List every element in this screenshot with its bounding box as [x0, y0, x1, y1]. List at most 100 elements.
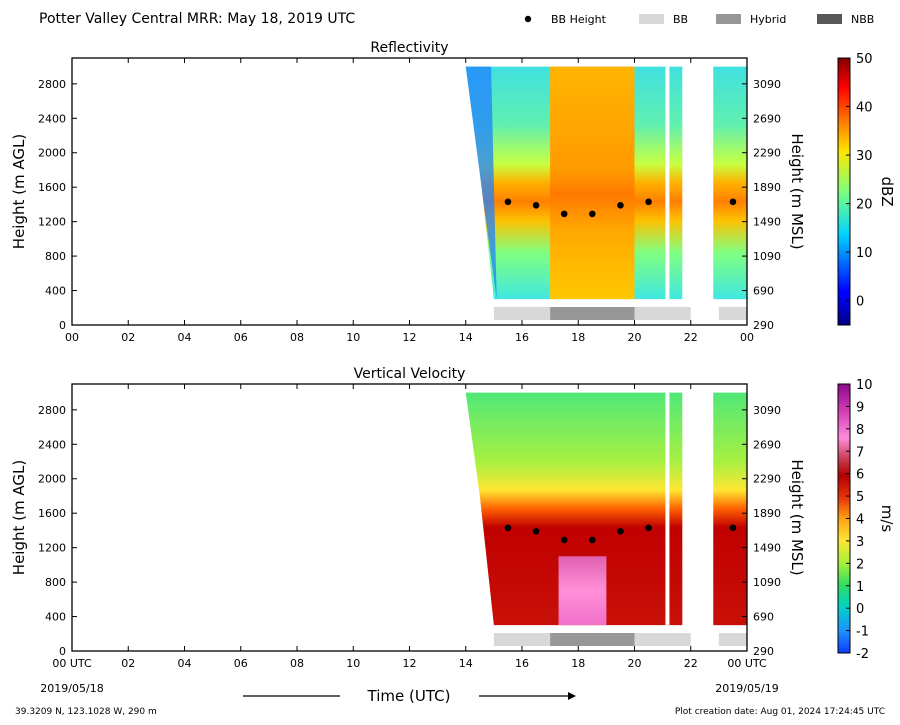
colorbar-tick-label: 10: [856, 246, 873, 261]
x-tick-label: 18: [571, 331, 585, 344]
bb-height-point-1: [532, 201, 540, 209]
bb-type-bar-1: [550, 307, 635, 320]
colorbar-tick-label: 7: [856, 445, 864, 460]
y-tick-label: 1600: [38, 507, 66, 520]
y-right-tick-label: 290: [753, 645, 774, 658]
bb-height-point-5: [645, 524, 652, 532]
legend-swatch: [639, 14, 664, 24]
y-tick-label: 800: [45, 250, 66, 263]
bb-height-point-6: [729, 524, 737, 532]
x-tick-label: 02: [121, 657, 135, 670]
y-tick-label: 2800: [38, 404, 66, 417]
y-tick-label: 1200: [38, 216, 66, 229]
colorbar-tick-label: 2: [856, 557, 864, 572]
colorbar-tick-label: 5: [856, 490, 864, 505]
y-right-tick-label: 3090: [753, 78, 781, 91]
figure-title: Potter Valley Central MRR: May 18, 2019 …: [39, 11, 355, 27]
y-tick-label: 1200: [38, 542, 66, 555]
x-tick-label: 04: [178, 657, 192, 670]
colorbar-tick-label: 3: [856, 535, 864, 550]
bb-height-point-6: [729, 198, 737, 206]
colorbar-tick-label: 6: [856, 468, 864, 483]
station-location: 39.3209 N, 123.1028 W, 290 m: [15, 707, 157, 717]
y-right-tick-label: 690: [753, 285, 774, 298]
bb-height-point-0: [504, 198, 512, 206]
x-tick-label: 12: [403, 657, 417, 670]
bb-type-bar-3: [718, 307, 747, 320]
x-tick-label: 00 UTC: [52, 657, 92, 670]
x-tick-label: 02: [121, 331, 135, 344]
x-tick-label: 16: [515, 657, 529, 670]
colorbar-tick-label: 8: [856, 423, 864, 438]
y-tick-label: 2800: [38, 78, 66, 91]
reflectivity-core: [550, 66, 635, 300]
y-axis-label: Height (m AGL): [10, 460, 28, 575]
x-axis-label: Time (UTC): [367, 687, 451, 705]
heatmap-field: [465, 66, 747, 300]
y-right-axis-label: Height (m MSL): [788, 459, 806, 575]
reflectivity-echo-late: [713, 66, 747, 300]
x-tick-label: 00: [740, 331, 754, 344]
velocity-field-late: [713, 392, 747, 626]
x-tick-label: 10: [346, 657, 360, 670]
bb-height-point-1: [532, 527, 540, 535]
colorbar-tick-label: 30: [856, 149, 873, 164]
y-tick-label: 0: [59, 645, 66, 658]
legend-marker-dot: [524, 15, 532, 23]
bb-height-point-4: [617, 527, 624, 535]
y-right-tick-label: 1090: [753, 576, 781, 589]
bb-height-point-4: [617, 201, 624, 209]
y-tick-label: 800: [45, 576, 66, 589]
y-right-tick-label: 290: [753, 319, 774, 332]
plot-creation-date: Plot creation date: Aug 01, 2024 17:24:4…: [675, 707, 885, 717]
colorbar-tick-label: 4: [856, 513, 864, 528]
legend-item-hybrid: Hybrid: [716, 13, 786, 26]
colorbar-tick-label: -1: [856, 625, 869, 640]
x-tick-label: 00: [65, 331, 79, 344]
legend-swatch: [716, 14, 741, 24]
bb-type-bar-0: [493, 633, 551, 646]
y-tick-label: 2000: [38, 147, 66, 160]
colorbar-tick-label: 20: [856, 198, 873, 213]
colorbar-tick-label: 1: [856, 580, 864, 595]
bb-type-bar-1: [550, 633, 635, 646]
y-right-tick-label: 2690: [753, 438, 781, 451]
bb-type-bar-2: [634, 307, 691, 320]
colorbar-tick-label: 9: [856, 400, 864, 415]
colorbar-tick-label: 10: [856, 378, 873, 393]
y-right-tick-label: 2290: [753, 473, 781, 486]
x-axis-label-arrowhead: [568, 692, 576, 700]
x-tick-label: 18: [571, 657, 585, 670]
bb-height-point-2: [560, 210, 568, 218]
y-right-axis-label: Height (m MSL): [788, 133, 806, 249]
y-tick-label: 400: [45, 285, 66, 298]
colorbar-tick-label: 0: [856, 295, 864, 310]
colorbar-tick-label: 40: [856, 101, 873, 116]
y-right-tick-label: 1090: [753, 250, 781, 263]
x-tick-label: 06: [234, 331, 248, 344]
bb-height-point-5: [645, 198, 652, 206]
legend-label: BB Height: [551, 13, 607, 26]
panel-title: Vertical Velocity: [354, 366, 466, 382]
bb-height-point-3: [589, 210, 596, 218]
x-tick-label: 14: [459, 657, 473, 670]
legend-item-bb-height: BB Height: [524, 13, 607, 26]
bb-height-point-2: [560, 536, 568, 544]
y-tick-label: 1600: [38, 181, 66, 194]
colorbar-label: dBZ: [878, 176, 896, 206]
x-tick-label: 20: [628, 331, 642, 344]
x-tick-label: 16: [515, 331, 529, 344]
y-right-tick-label: 2290: [753, 147, 781, 160]
legend-label: Hybrid: [750, 13, 786, 26]
colorbar-label: m/s: [878, 505, 896, 533]
y-axis-label: Height (m AGL): [10, 134, 28, 249]
y-right-tick-label: 1890: [753, 181, 781, 194]
y-tick-label: 2400: [38, 112, 66, 125]
data-gap: [665, 66, 670, 300]
x-tick-label: 04: [178, 331, 192, 344]
y-right-tick-label: 3090: [753, 404, 781, 417]
bb-type-bar-0: [493, 307, 551, 320]
x-tick-label: 08: [290, 657, 304, 670]
